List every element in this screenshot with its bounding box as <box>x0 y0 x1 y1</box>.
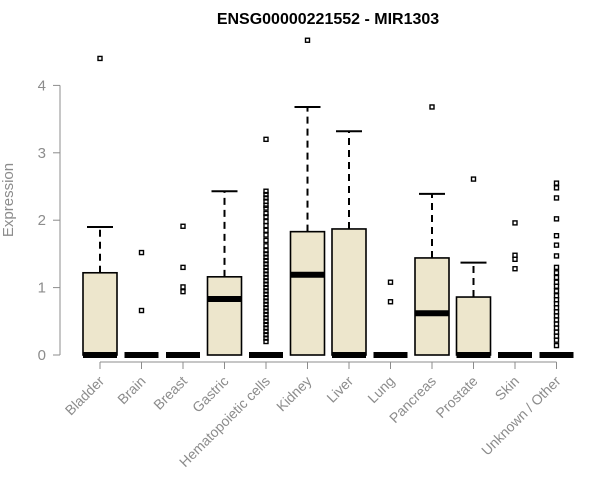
x-tick-label: Skin <box>492 373 523 404</box>
x-tick-label: Bladder <box>62 373 108 419</box>
y-tick-label: 4 <box>38 77 46 94</box>
outlier-point <box>553 180 560 186</box>
x-tick-label: Liver <box>323 373 356 406</box>
x-tick-label: Prostate <box>432 373 480 421</box>
box-group <box>289 37 326 356</box>
box-group <box>82 55 118 358</box>
outlier-point <box>387 299 394 305</box>
outlier-point <box>429 104 435 110</box>
box <box>82 271 118 356</box>
outlier-point <box>553 342 560 349</box>
outlier-point <box>387 279 394 285</box>
outlier-point <box>263 232 269 238</box>
box-group <box>455 176 492 358</box>
outlier-point <box>512 256 518 262</box>
box <box>206 276 243 356</box>
outlier-point <box>138 249 145 256</box>
box <box>455 296 492 356</box>
y-axis: 0 1 2 3 4 <box>38 77 61 364</box>
x-tick-label: Kidney <box>273 373 315 415</box>
outlier-point <box>180 264 186 271</box>
outlier-point <box>97 55 103 62</box>
box-group <box>206 190 243 356</box>
outlier-point <box>138 307 145 314</box>
x-tick-label: Unknown / Other <box>478 373 564 459</box>
outlier-point <box>553 270 560 276</box>
outlier-point <box>512 266 518 272</box>
outlier-point <box>553 233 560 239</box>
outlier-point <box>553 195 560 201</box>
x-tick-label: Brain <box>114 373 148 407</box>
outlier-point <box>553 242 560 248</box>
outlier-point <box>553 274 560 281</box>
chart-title: ENSG00000221552 - MIR1303 <box>217 11 439 28</box>
box-group <box>373 279 408 358</box>
outlier-point <box>553 283 560 289</box>
box-group <box>166 223 200 358</box>
outlier-point <box>263 243 269 249</box>
box <box>289 230 326 356</box>
outlier-point <box>470 176 477 182</box>
x-tick-label: Lung <box>364 373 397 406</box>
box <box>414 257 450 356</box>
outlier-point <box>263 136 269 143</box>
box-group <box>498 220 532 358</box>
outlier-point <box>553 185 560 191</box>
outlier-point <box>263 222 269 229</box>
outlier-point <box>553 288 560 294</box>
x-tick-label: Breast <box>150 373 190 413</box>
box-group <box>331 130 367 358</box>
y-tick-label: 3 <box>38 145 46 162</box>
box-group <box>539 180 574 358</box>
outlier-point <box>180 288 186 295</box>
outlier-point <box>263 227 269 234</box>
box-group <box>249 136 283 358</box>
outlier-point <box>263 338 269 345</box>
box-group <box>414 104 450 356</box>
outlier-point <box>553 264 560 271</box>
outlier-point <box>263 237 269 244</box>
y-tick-label: 0 <box>38 347 46 364</box>
box-group <box>124 249 159 358</box>
y-tick-label: 2 <box>38 212 46 229</box>
y-axis-label: Expression <box>0 163 17 237</box>
box <box>331 228 367 356</box>
outlier-point <box>180 223 186 229</box>
outlier-point <box>304 37 311 43</box>
outlier-point <box>553 337 560 343</box>
plot-area <box>82 37 574 358</box>
y-tick-label: 1 <box>38 280 46 297</box>
outlier-point <box>553 253 560 259</box>
outlier-point <box>263 214 269 220</box>
outlier-point <box>553 216 560 222</box>
outlier-point <box>512 220 518 226</box>
outlier-point <box>180 284 186 290</box>
outlier-point <box>263 205 269 211</box>
